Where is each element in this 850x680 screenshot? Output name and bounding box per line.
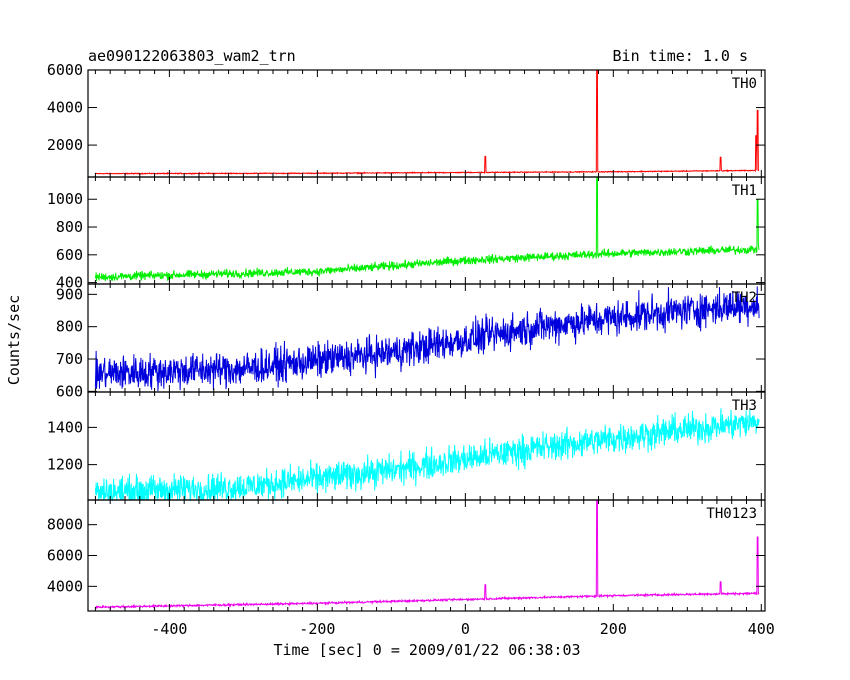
panel-frame (87, 176, 766, 285)
y-tick-label: 600 (56, 382, 83, 400)
y-tick-label: 6000 (47, 61, 83, 79)
bin-time-label: Bin time: 1.0 s (613, 47, 748, 65)
panel-th2: 600 700 800 900 TH2 (56, 283, 766, 400)
panel-label: TH0 (732, 76, 757, 92)
x-tick-label: 400 (748, 620, 775, 638)
panel-frame (87, 69, 766, 178)
y-tick-label: 4000 (47, 577, 83, 595)
y-tick-label: 900 (56, 285, 83, 303)
panel-label: TH3 (732, 398, 757, 414)
y-tick-label: 1400 (47, 418, 83, 436)
panels-group: 2000 4000 6000 TH0 400 600 800 1000 TH1 600 700 800… (47, 61, 766, 612)
y-tick-label: 8000 (47, 516, 83, 534)
y-tick-label: 4000 (47, 99, 83, 117)
series-line-th0 (95, 69, 760, 176)
panel-th0: 2000 4000 6000 TH0 (47, 61, 766, 178)
y-tick-label: 400 (56, 274, 83, 292)
x-tick-label: -200 (299, 620, 335, 638)
y-tick-label: 1000 (47, 190, 83, 208)
figure-title: ae090122063803_wam2_trn (88, 47, 296, 65)
y-tick-label: 1200 (47, 456, 83, 474)
panel-th0123: 4000 6000 8000 TH0123 (47, 499, 766, 612)
panel-th1: 400 600 800 1000 TH1 (47, 176, 766, 292)
y-tick-label: 600 (56, 246, 83, 264)
panel-label: TH0123 (706, 506, 757, 522)
panel-th3: 1200 1400 TH3 (47, 391, 766, 502)
x-tick-label: -400 (151, 620, 187, 638)
y-tick-label: 800 (56, 318, 83, 336)
x-tick-label: 200 (600, 620, 627, 638)
series-line-th1 (94, 176, 760, 282)
panel-frame (87, 499, 766, 612)
y-tick-label: 2000 (47, 136, 83, 154)
series-line-th0123 (95, 499, 760, 610)
series-line-th3 (94, 408, 760, 502)
panel-label: TH2 (732, 290, 757, 306)
x-tick-labels: -400 -200 0 200 400 (151, 620, 775, 638)
series-line-th2 (94, 286, 760, 391)
y-axis-label: Counts/sec (5, 295, 23, 385)
x-tick-label: 0 (461, 620, 470, 638)
y-tick-label: 800 (56, 218, 83, 236)
y-tick-label: 6000 (47, 547, 83, 565)
panel-label: TH1 (732, 183, 757, 199)
x-axis-label: Time [sec] 0 = 2009/01/22 06:38:03 (273, 641, 580, 659)
y-tick-label: 700 (56, 350, 83, 368)
